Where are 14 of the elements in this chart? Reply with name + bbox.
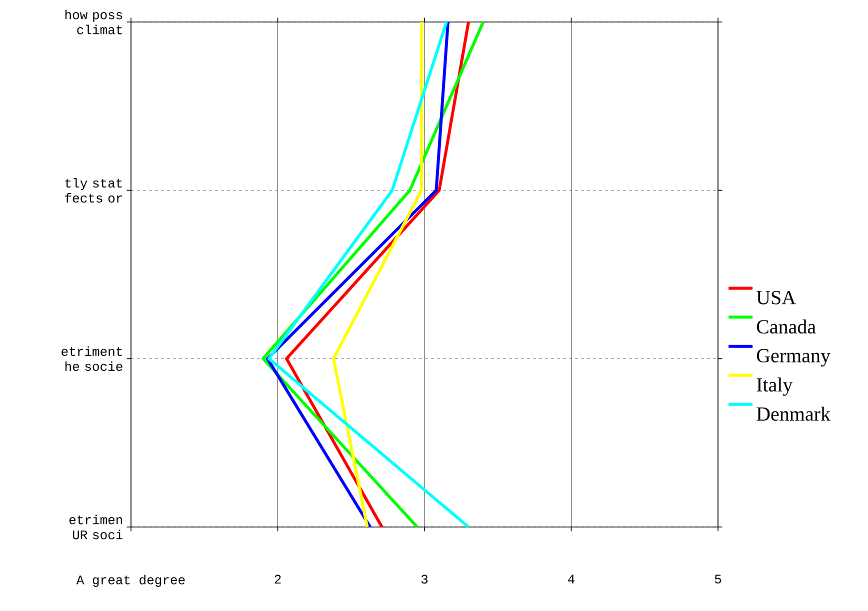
x-tick-label: 5	[714, 574, 722, 584]
y-tick-label: etriment he socie	[62, 346, 122, 371]
y-tick-label: tly stat fects or	[65, 178, 122, 203]
legend-label: Germany	[756, 349, 830, 367]
x-tick-label: 3	[421, 574, 428, 584]
x-tick-label: 4	[568, 574, 574, 584]
y-tick-label: etrimen UR soci	[69, 514, 123, 540]
x-tick-label: 2	[274, 574, 281, 584]
legend-label: Italy	[756, 378, 793, 396]
legend-label: Canada	[756, 319, 816, 334]
x-tick-label: A great degree	[76, 574, 185, 587]
y-tick-label: how poss climat	[65, 10, 122, 34]
legend-label: USA	[756, 290, 796, 304]
legend-label: Denmark	[756, 406, 830, 421]
